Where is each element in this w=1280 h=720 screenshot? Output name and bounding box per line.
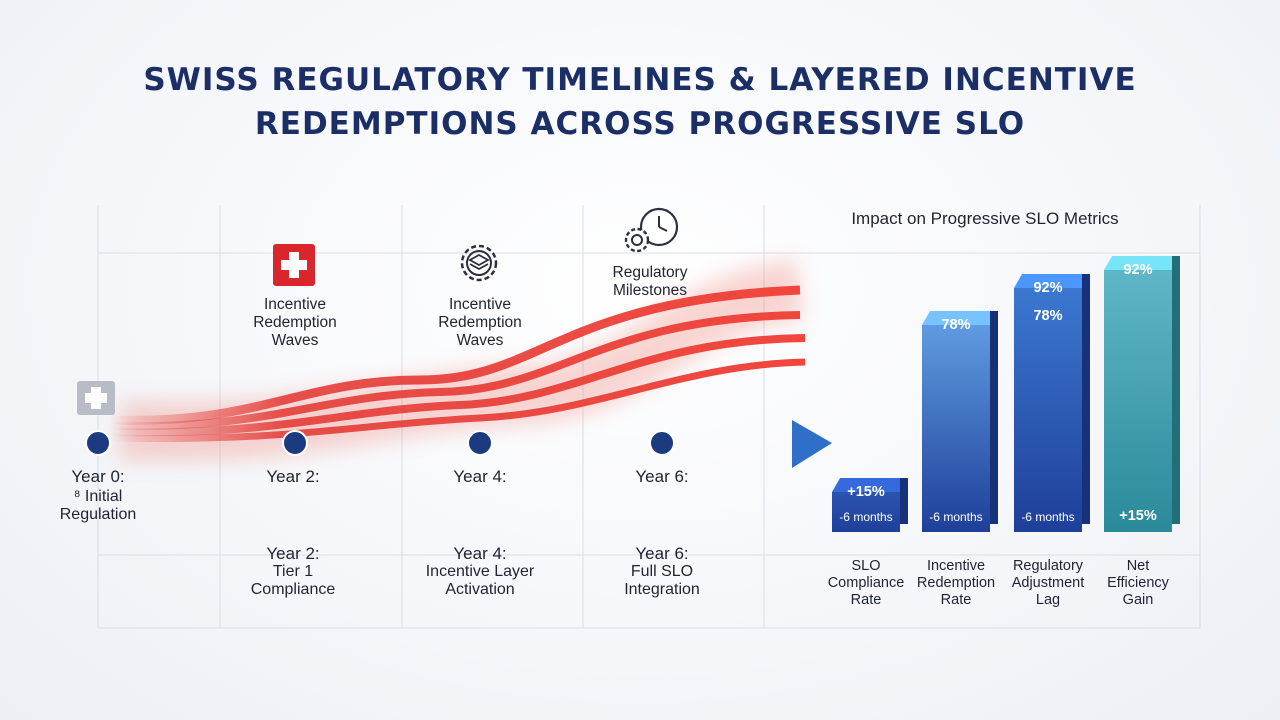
label-incentive-waves-2: Incentive Redemption Waves	[438, 296, 522, 349]
bar-top-label: 92%	[1033, 280, 1063, 297]
timeline-node	[467, 430, 493, 456]
bar-bottom-label: -6 months	[929, 509, 983, 524]
bar-bottom-label: +15%	[1119, 507, 1157, 524]
milestone-year-6: Year 6: Full SLO Integration	[624, 544, 700, 599]
title-line-1: SWISS REGULATORY TIMELINES & LAYERED INC…	[143, 62, 1137, 98]
node-year-6: Year 6:	[635, 467, 689, 486]
node-year-0: Year 0:	[71, 467, 125, 486]
label-incentive-waves-1: Incentive Redemption Waves	[253, 296, 337, 349]
bar-bottom-label: -6 months	[839, 510, 893, 524]
gear-clock-icon	[624, 207, 679, 253]
timeline-arrowhead	[792, 420, 832, 468]
node-year-2: Year 2:	[266, 467, 320, 486]
bar-3: 92% +15%	[1104, 256, 1181, 532]
category-label: Incentive Redemption Rate	[916, 558, 996, 608]
bar-bottom-label: -6 months	[1021, 509, 1075, 524]
milestone-year-4: Year 4: Incentive Layer Activation	[425, 544, 535, 599]
swiss-cross-icon	[273, 244, 315, 286]
milestone-year-2: Year 2: Tier 1 Compliance	[250, 544, 336, 599]
timeline-node	[649, 430, 675, 456]
category-label: SLO Compliance Rate	[827, 558, 905, 608]
incentive-waves	[109, 285, 806, 443]
bar-0: +15% -6 months	[832, 478, 909, 532]
timeline-node	[85, 430, 111, 456]
node-year-4: Year 4:	[453, 467, 507, 486]
bar-top-label: 92%	[1123, 262, 1153, 279]
timeline-node	[282, 430, 308, 456]
category-label: Net Efficiency Gain	[1107, 558, 1169, 608]
title-line-2: REDEMPTIONS ACROSS PROGRESSIVE SLO	[254, 106, 1026, 142]
bar-2: 92% 78% -6 months	[1014, 274, 1091, 532]
bar-top-label: +15%	[847, 484, 885, 500]
node-year-0-sub: ⁸ Initial Regulation	[59, 488, 137, 523]
chart-title: Impact on Progressive SLO Metrics	[851, 209, 1119, 228]
timeline-nodes	[85, 430, 675, 456]
bar-top-label: 78%	[941, 317, 971, 334]
bar-mid-label: 78%	[1033, 308, 1063, 325]
gear-layers-icon	[460, 244, 498, 282]
label-regulatory-milestones: Regulatory Milestones	[612, 264, 688, 299]
category-label: Regulatory Adjustment Lag	[1011, 558, 1085, 608]
bar-1: 78% -6 months	[922, 311, 999, 532]
page-title: SWISS REGULATORY TIMELINES & LAYERED INC…	[0, 58, 1280, 146]
swiss-cross-small-icon	[77, 381, 115, 415]
